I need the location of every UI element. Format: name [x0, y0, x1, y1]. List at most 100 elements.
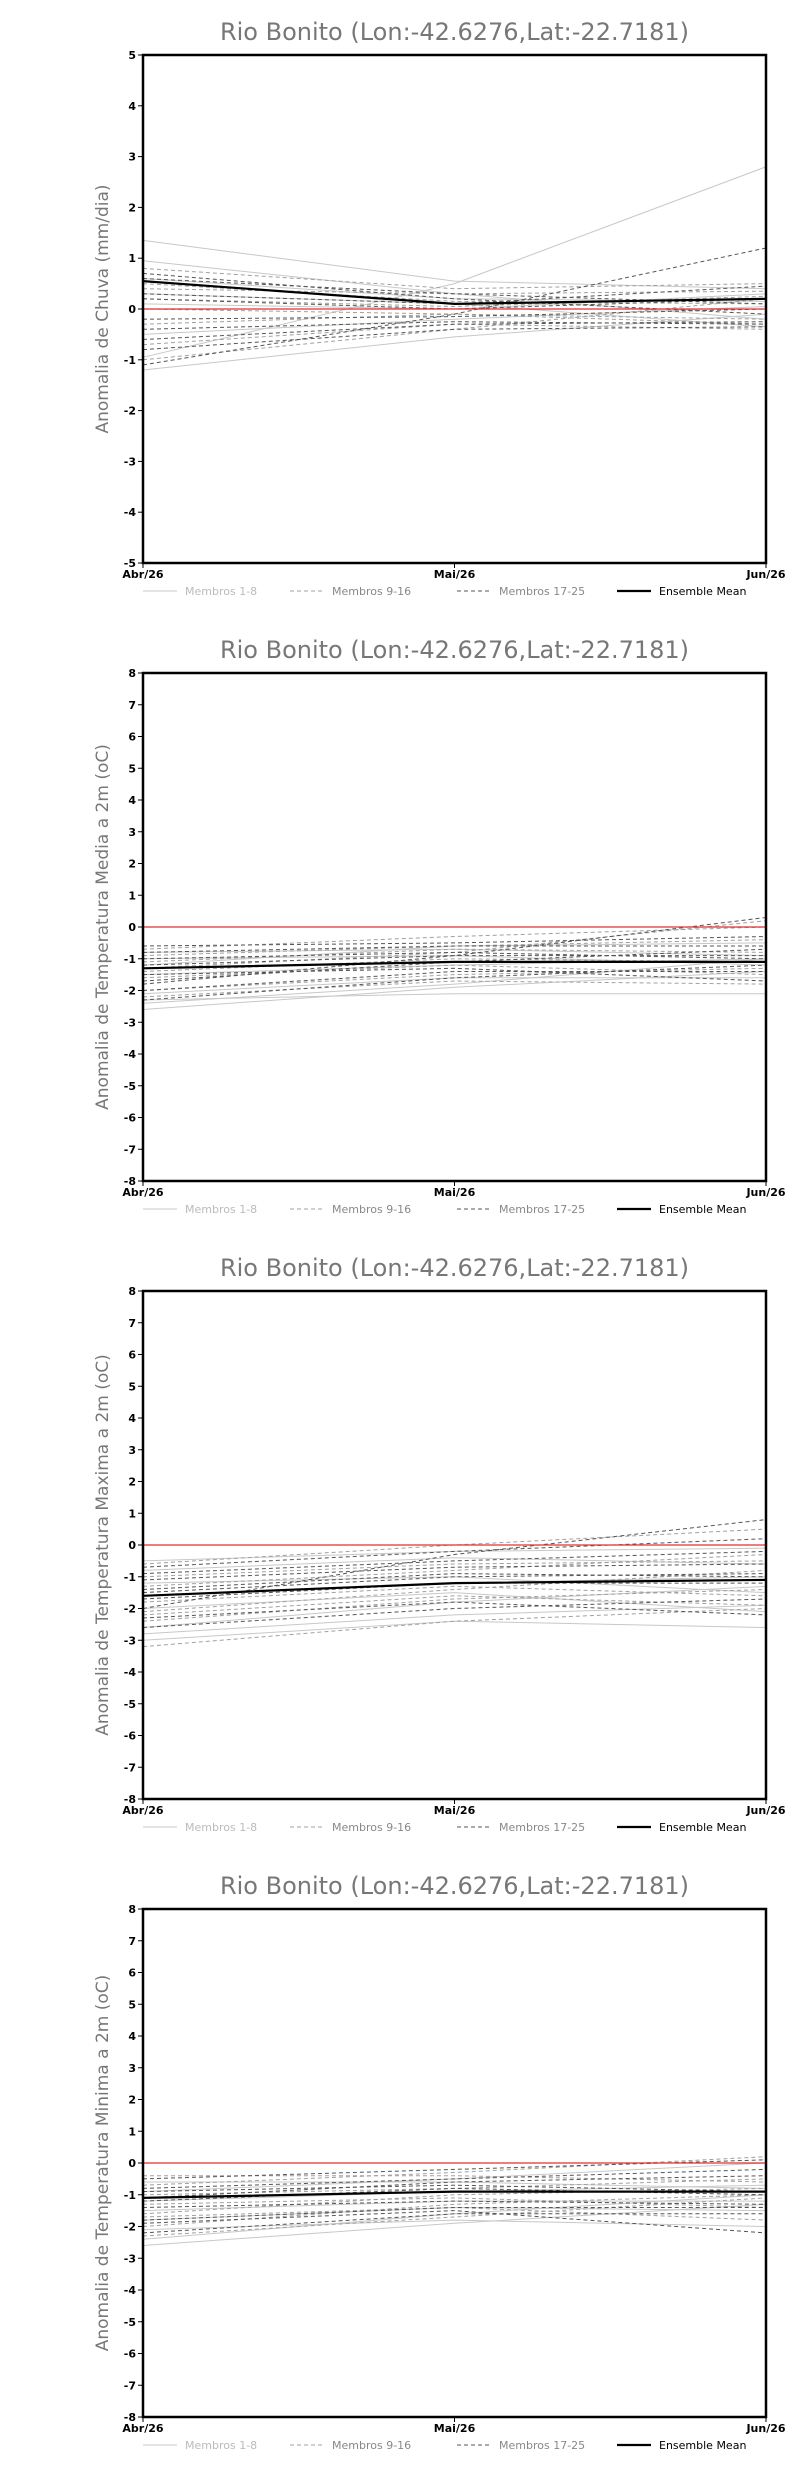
member-line-25 — [142, 1573, 767, 1594]
x-tick-label: Abr/26 — [122, 1804, 163, 1817]
y-tick-label: 5 — [128, 1380, 136, 1393]
y-tick-label: -4 — [124, 2284, 137, 2297]
member-line-7 — [142, 958, 767, 1004]
y-tick-label: 2 — [128, 1476, 136, 1489]
member-line-25 — [142, 971, 766, 991]
y-tick-label: -2 — [124, 1603, 136, 1616]
chart-svg: Rio Bonito (Lon:-42.6276,Lat:-22.7181) An… — [93, 1254, 786, 1834]
member-line-4 — [142, 2219, 767, 2231]
member-line-14 — [142, 1589, 767, 1622]
y-tick-label: -7 — [124, 1143, 136, 1156]
legend-item-3: Membros 17-25 — [457, 1203, 585, 1216]
legend-item-2: Membros 9-16 — [290, 2439, 411, 2452]
y-tick-label: 7 — [128, 1317, 136, 1330]
member-line-21 — [142, 1563, 767, 1581]
legend-label: Membros 1-8 — [185, 1203, 257, 1216]
legend-label: Membros 9-16 — [332, 2439, 411, 2452]
y-axis-label: Anomalia de Chuva (mm/dia) — [93, 184, 113, 433]
member-line-22 — [142, 967, 767, 982]
legend-label: Membros 9-16 — [332, 1821, 411, 1834]
member-line-13 — [142, 948, 767, 963]
legend-label: Ensemble Mean — [659, 585, 746, 598]
member-line-25 — [142, 321, 767, 330]
member-line-1 — [142, 1620, 767, 1641]
x-tick-label: Abr/26 — [122, 2422, 163, 2435]
y-tick-label: 5 — [128, 49, 136, 62]
y-axis-label: Anomalia de Temperatura Media a 2m (oC) — [93, 744, 113, 1110]
y-tick-label: 5 — [128, 1998, 136, 2011]
member-line-2 — [142, 993, 766, 1001]
y-tick-label: -4 — [124, 506, 137, 519]
member-line-16 — [142, 288, 767, 295]
x-tick-label: Abr/26 — [122, 1186, 163, 1199]
legend-item-1: Membros 1-8 — [143, 1821, 257, 1834]
member-line-21 — [142, 951, 767, 960]
legend-item-2: Membros 9-16 — [290, 1821, 411, 1834]
y-tick-label: -3 — [124, 1016, 136, 1029]
y-tick-label: 2 — [128, 858, 136, 871]
legend-item-4: Ensemble Mean — [617, 1203, 746, 1216]
x-tick-label: Jun/26 — [745, 568, 785, 581]
legend-item-1: Membros 1-8 — [143, 585, 257, 598]
y-tick-label: 1 — [128, 2125, 136, 2138]
y-axis-label: Anomalia de Temperatura Minima a 2m (oC) — [93, 1975, 113, 2352]
y-tick-label: 8 — [128, 1285, 136, 1298]
legend-label: Membros 9-16 — [332, 1203, 411, 1216]
x-tick-label: Mai/26 — [434, 1186, 476, 1199]
member-line-2 — [142, 166, 767, 358]
member-line-7 — [142, 2203, 767, 2246]
legend-label: Membros 17-25 — [499, 1203, 585, 1216]
member-line-19 — [142, 1550, 767, 1575]
y-tick-label: 4 — [128, 2030, 136, 2043]
chart-title: Rio Bonito (Lon:-42.6276,Lat:-22.7181) — [220, 18, 689, 46]
y-tick-label: -6 — [124, 1112, 137, 1125]
legend-item-3: Membros 17-25 — [457, 585, 585, 598]
y-tick-label: 6 — [128, 731, 136, 744]
y-tick-label: 1 — [128, 1507, 136, 1520]
member-line-5 — [142, 977, 766, 995]
member-line-15 — [142, 926, 767, 950]
y-tick-label: 3 — [128, 151, 136, 164]
member-line-23 — [142, 945, 766, 953]
y-tick-label: -8 — [124, 1793, 136, 1806]
chart-title: Rio Bonito (Lon:-42.6276,Lat:-22.7181) — [220, 1254, 689, 1282]
member-line-9 — [142, 1608, 767, 1648]
y-tick-label: 4 — [128, 100, 136, 113]
legend-label: Membros 17-25 — [499, 1821, 585, 1834]
legend-label: Ensemble Mean — [659, 2439, 746, 2452]
member-line-6 — [142, 1604, 767, 1635]
y-tick-label: 0 — [128, 2157, 136, 2170]
member-line-21 — [142, 2213, 766, 2234]
x-tick-label: Jun/26 — [745, 2422, 785, 2435]
y-tick-label: -6 — [124, 2348, 137, 2361]
y-tick-label: -7 — [124, 1761, 136, 1774]
legend-item-1: Membros 1-8 — [143, 1203, 257, 1216]
member-line-9 — [142, 267, 767, 290]
member-line-23 — [142, 1538, 767, 1568]
member-line-23 — [142, 2187, 767, 2202]
member-line-10 — [142, 1569, 767, 1613]
member-line-14 — [142, 2197, 767, 2237]
y-tick-label: 3 — [128, 826, 136, 839]
legend-item-4: Ensemble Mean — [617, 2439, 746, 2452]
member-line-15 — [142, 1554, 767, 1587]
chart-title: Rio Bonito (Lon:-42.6276,Lat:-22.7181) — [220, 636, 689, 664]
y-tick-label: -1 — [124, 2189, 136, 2202]
legend-label: Membros 1-8 — [185, 585, 257, 598]
member-line-10 — [142, 2156, 767, 2186]
legend-label: Membros 9-16 — [332, 585, 411, 598]
member-line-17 — [142, 2175, 767, 2199]
chart-panel-1: Rio Bonito (Lon:-42.6276,Lat:-22.7181) An… — [0, 0, 800, 618]
y-tick-label: -4 — [124, 1048, 137, 1061]
y-tick-label: -1 — [124, 1571, 136, 1584]
legend-item-3: Membros 17-25 — [457, 2439, 585, 2452]
member-line-14 — [142, 298, 767, 361]
member-line-13 — [142, 283, 767, 305]
chart-panel-4: Rio Bonito (Lon:-42.6276,Lat:-22.7181) An… — [0, 1854, 800, 2472]
y-tick-label: 6 — [128, 1349, 136, 1362]
legend-item-4: Ensemble Mean — [617, 1821, 746, 1834]
y-tick-label: 0 — [128, 1539, 136, 1552]
y-tick-label: 8 — [128, 667, 136, 680]
legend-label: Ensemble Mean — [659, 1203, 746, 1216]
member-line-11 — [142, 1560, 767, 1578]
